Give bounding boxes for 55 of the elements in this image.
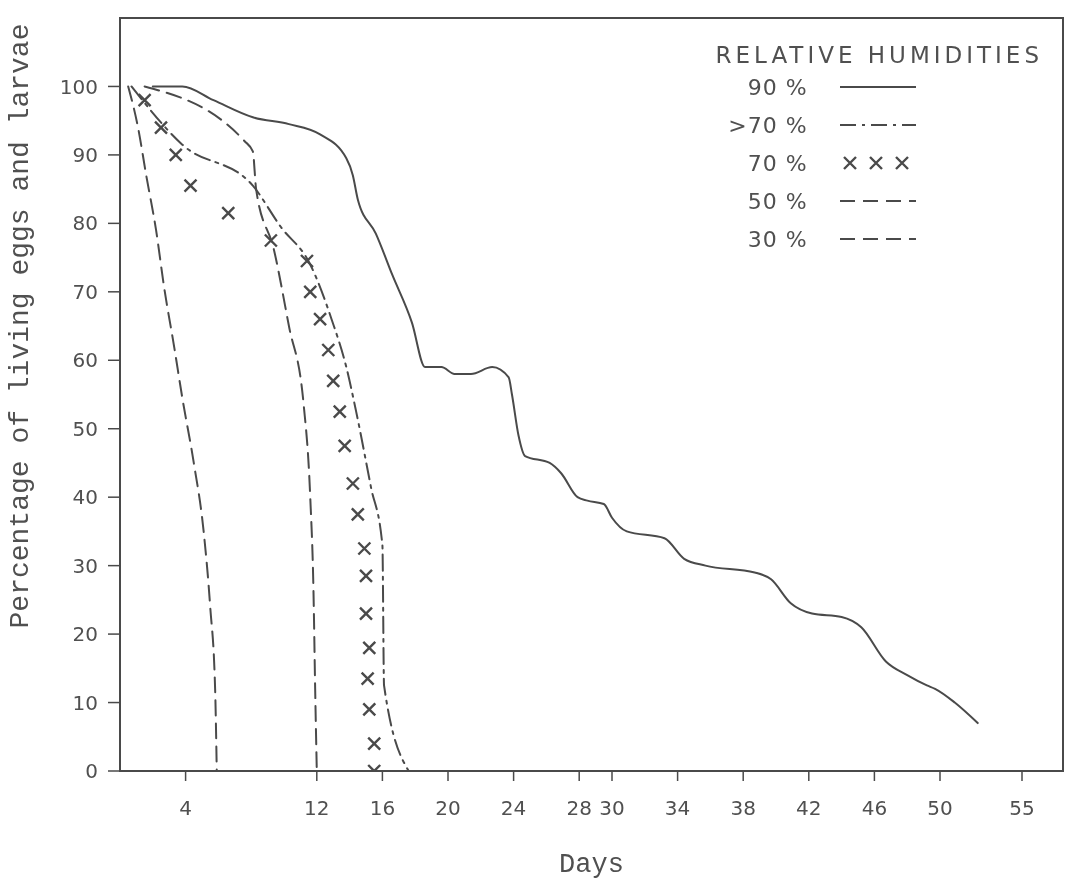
x-tick-label: 38 [730,796,756,821]
y-tick-label: 10 [72,690,98,715]
x-tick-label: 42 [796,796,822,821]
point [221,205,236,221]
x-tick-label: 50 [927,796,953,821]
point [326,373,341,389]
x-tick-label: 12 [304,796,330,821]
point [303,284,318,300]
point [332,404,347,419]
x-tick-label: 46 [861,796,888,821]
y-tick-label: 40 [72,485,98,510]
line-series [130,85,410,771]
legend-label: 30 % [747,226,808,252]
point [345,476,361,491]
x-tick-label: 16 [369,796,396,821]
point [168,147,183,163]
legend-label: 90 % [747,74,808,100]
point [153,120,169,135]
y-tick-label: 50 [72,416,98,441]
x-tick-label: 55 [1009,796,1035,821]
point [312,312,328,327]
point [263,233,279,248]
point [350,507,365,522]
y-tick-label: 60 [72,348,98,373]
y-axis-title: Percentage of living eggs and larvae [5,23,36,629]
x-axis-title: Days [559,850,624,880]
point [321,342,336,358]
point [362,702,377,717]
legend-label: >70 % [728,112,808,138]
legend-label: 70 % [747,150,808,176]
y-tick-label: 100 [59,74,98,99]
point [183,178,198,193]
x-tick-label: 24 [500,796,527,821]
point [362,640,377,655]
y-tick-label: 80 [72,211,98,236]
point [137,92,152,108]
point [299,253,315,269]
legend-title: RELATIVE HUMIDITIES [715,42,1043,68]
point [367,736,382,751]
x-tick-label: 30 [599,796,625,821]
legend-label: 50 % [747,188,808,214]
point [358,606,374,621]
y-tick-label: 90 [72,143,98,168]
x-tick-label: 34 [664,796,691,821]
point [337,438,352,454]
point [358,568,374,584]
y-tick-label: 0 [85,759,98,784]
point [360,671,375,686]
x-tick-label: 20 [435,796,461,821]
y-tick-label: 70 [72,279,98,304]
point [357,541,372,556]
x-tick-label: 4 [179,796,192,821]
y-tick-label: 30 [72,553,98,578]
y-tick-label: 20 [72,622,98,647]
x-tick-label: 28 [566,796,592,821]
